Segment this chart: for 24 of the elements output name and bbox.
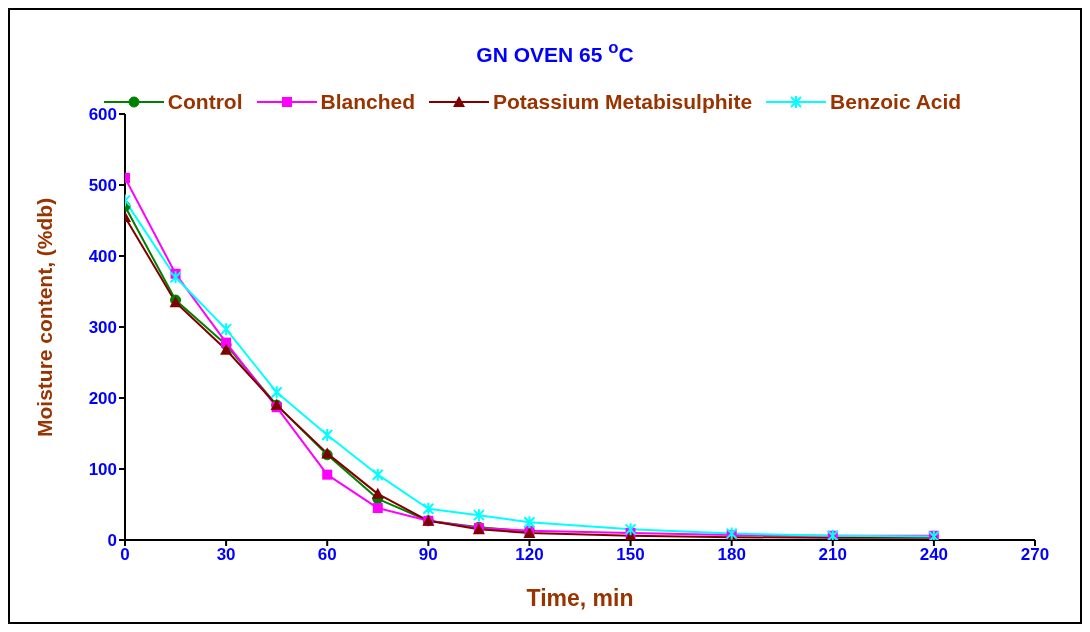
x-tick-label: 0 xyxy=(120,545,130,565)
legend-label: Control xyxy=(167,90,243,114)
y-tick-label: 200 xyxy=(88,389,117,409)
y-tick-label: 500 xyxy=(88,176,117,196)
legend-label: Benzoic Acid xyxy=(830,90,962,114)
legend-label: Blanched xyxy=(320,90,416,114)
legend-label: Potassium Metabisulphite xyxy=(493,90,753,114)
x-tick-label: 210 xyxy=(818,545,847,565)
x-axis-title: Time, min xyxy=(526,585,634,611)
y-axis-title: Moisture content, (%db) xyxy=(33,197,57,437)
x-tick-label: 90 xyxy=(418,545,438,565)
chart-title: GN OVEN 65 $^{o}$C xyxy=(476,37,634,66)
x-tick-label: 60 xyxy=(317,545,337,565)
x-tick-label: 150 xyxy=(616,545,645,565)
y-tick-label: 600 xyxy=(88,105,117,125)
x-tick-label: 180 xyxy=(717,545,746,565)
x-tick-label: 120 xyxy=(515,545,544,565)
y-tick-label: 0 xyxy=(107,531,117,551)
x-tick-label: 30 xyxy=(216,545,236,565)
x-tick-label: 240 xyxy=(919,545,949,565)
x-tick-label: 270 xyxy=(1020,545,1050,565)
y-tick-label: 100 xyxy=(88,460,117,480)
y-tick-label: 300 xyxy=(88,318,117,338)
y-tick-label: 400 xyxy=(88,247,117,267)
